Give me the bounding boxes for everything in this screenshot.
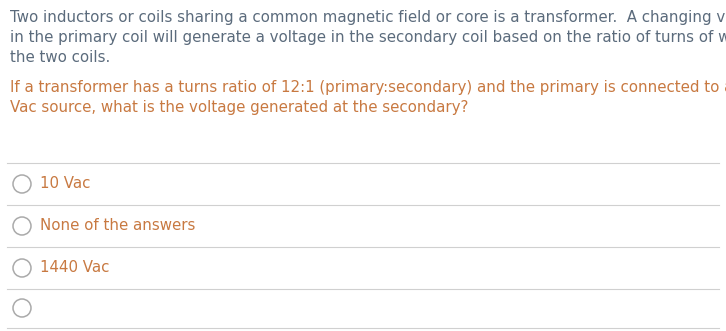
Text: None of the answers: None of the answers: [40, 218, 195, 233]
Text: Vac source, what is the voltage generated at the secondary?: Vac source, what is the voltage generate…: [10, 100, 468, 115]
Text: 1440 Vac: 1440 Vac: [40, 260, 110, 275]
Text: Two inductors or coils sharing a common magnetic field or core is a transformer.: Two inductors or coils sharing a common …: [10, 10, 726, 25]
Text: If a transformer has a turns ratio of 12:1 (primary:secondary) and the primary i: If a transformer has a turns ratio of 12…: [10, 80, 726, 95]
Text: 10 Vac: 10 Vac: [40, 176, 90, 192]
Text: the two coils.: the two coils.: [10, 50, 110, 65]
Text: in the primary coil will generate a voltage in the secondary coil based on the r: in the primary coil will generate a volt…: [10, 30, 726, 45]
